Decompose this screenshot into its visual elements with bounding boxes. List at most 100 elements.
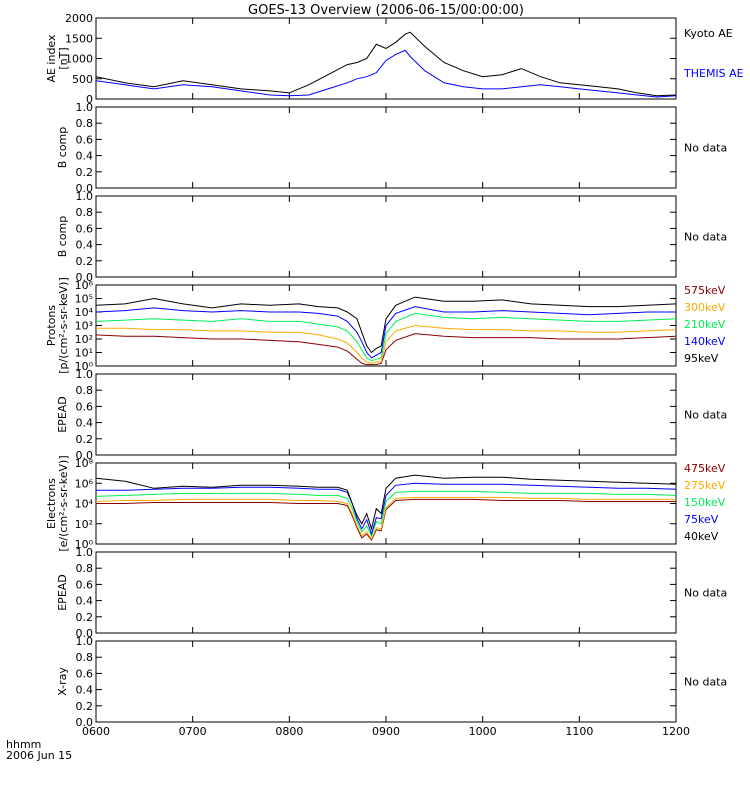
series-line (95, 333, 677, 366)
y-tick-label: 1500 (65, 32, 93, 45)
panel-electrons: 10⁰ 10² 10⁴ 10⁶ 10⁸ Electrons [e/(cm²-s-sr-keV… (45, 455, 726, 551)
legend-entry: 210keV (684, 318, 726, 331)
no-data-label: No data (684, 676, 727, 689)
y-tick-label: 1.0 (76, 190, 94, 203)
y-tick-label: 0.8 (76, 206, 94, 219)
y-tick-label: 10² (75, 518, 93, 531)
y-tick-label: 1.0 (76, 368, 94, 381)
chart-title: GOES-13 Overview (2006-06-15/00:00:00) (248, 3, 524, 18)
y-tick-label: 1.0 (76, 101, 94, 114)
legend-entry: 75keV (684, 513, 719, 526)
legend-entry: 40keV (684, 530, 719, 543)
y-tick-label: 500 (72, 73, 93, 86)
y-tick-label: 0.8 (76, 117, 94, 130)
x-tick-label: 0700 (179, 725, 207, 738)
panel-epead2: 0.0 0.2 0.4 0.6 0.8 1.0 EPEAD No data (56, 546, 727, 640)
y-tick-label: 10³ (75, 320, 93, 333)
legend-entry: 475keV (684, 462, 726, 475)
x-tick-label: 0800 (275, 725, 303, 738)
x-tick-label: 1000 (469, 725, 497, 738)
panel-frame (95, 373, 677, 456)
y-tick-label: 10⁴ (75, 498, 94, 511)
y-tick-label: 0.6 (76, 667, 94, 680)
panels-group: 0 500 1000 1500 2000 AE index [nT] Kyoto AE THEM… (45, 12, 744, 729)
y-tick-label: 0.4 (76, 684, 94, 697)
no-data-label: No data (684, 409, 727, 422)
no-data-label: No data (684, 231, 727, 244)
y-tick-label: 1000 (65, 53, 93, 66)
legend-entry: Kyoto AE (684, 27, 733, 40)
y-tick-label: 10⁴ (75, 306, 94, 319)
y-axis-label: Protons (45, 305, 58, 346)
legend-entry: 140keV (684, 335, 726, 348)
legend-entry: THEMIS AE (683, 67, 744, 80)
y-tick-label: 10⁶ (75, 477, 94, 490)
series-line (95, 474, 677, 531)
legend-entry: 575keV (684, 284, 726, 297)
y-tick-label: 0.6 (76, 400, 94, 413)
footer-hhmm: hhmm (6, 738, 41, 751)
y-tick-label: 0.2 (76, 611, 94, 624)
y-tick-label: 10⁸ (75, 457, 94, 470)
y-tick-label: 10⁶ (75, 279, 94, 292)
y-tick-label: 0 (86, 93, 93, 106)
legend-entry: 95keV (684, 352, 719, 365)
y-axis-label: X-ray (56, 667, 69, 696)
y-tick-label: 0.0 (76, 449, 94, 462)
no-data-label: No data (684, 142, 727, 155)
footer-date: 2006 Jun 15 (6, 749, 72, 762)
x-tick-label: 1100 (565, 725, 593, 738)
panel-frame (95, 640, 677, 723)
series-line (95, 296, 677, 354)
y-tick-label: 2000 (65, 12, 93, 25)
y-tick-label: 10⁵ (75, 293, 93, 306)
panel-frame (95, 551, 677, 634)
y-tick-label: 0.2 (76, 700, 94, 713)
y-tick-label: 10² (75, 333, 93, 346)
panel-frame (95, 17, 677, 100)
panel-epead1: 0.0 0.2 0.4 0.6 0.8 1.0 EPEAD No data (56, 368, 727, 462)
y-axis-label: B comp (56, 216, 69, 258)
y-tick-label: 0.0 (76, 271, 94, 284)
x-tick-label: 1200 (662, 725, 690, 738)
panel-bcomp2: 0.0 0.2 0.4 0.6 0.8 1.0 B comp No data (56, 190, 727, 284)
x-tick-label: 0900 (372, 725, 400, 738)
x-tick-label: 0600 (82, 725, 110, 738)
y-tick-label: 0.4 (76, 595, 94, 608)
y-axis-label: AE index (45, 34, 58, 83)
legend-entry: 150keV (684, 496, 726, 509)
panel-frame (95, 195, 677, 278)
legend-entry: 275keV (684, 479, 726, 492)
y-axis-label: Electrons (45, 478, 58, 529)
series-line (95, 31, 677, 97)
y-axis-label: [p/(cm²-s-sr-keV)] (57, 277, 70, 374)
x-axis: 0600 0700 0800 0900 1000 1100 1200 (82, 725, 690, 738)
legend-entry: 300keV (684, 301, 726, 314)
series-line (96, 498, 676, 541)
y-tick-label: 1.0 (76, 635, 94, 648)
y-axis-label: EPEAD (56, 396, 69, 433)
series-line (95, 496, 676, 540)
y-axis-label: EPEAD (56, 574, 69, 611)
y-tick-label: 0.8 (76, 651, 94, 664)
y-tick-label: 0.6 (76, 578, 94, 591)
y-tick-label: 0.2 (76, 166, 94, 179)
panel-bcomp1: 0.0 0.2 0.4 0.6 0.8 1.0 B comp No data (56, 101, 727, 195)
panel-ae: 0 500 1000 1500 2000 AE index [nT] Kyoto AE THEM… (45, 12, 744, 106)
series-line (95, 306, 676, 359)
y-tick-label: 0.2 (76, 433, 94, 446)
series-line (95, 49, 677, 98)
y-axis-label: [nT] (57, 47, 70, 69)
series-line (96, 324, 677, 364)
y-tick-label: 10⁰ (75, 360, 94, 373)
y-tick-label: 0.4 (76, 417, 94, 430)
y-tick-label: 0.2 (76, 255, 94, 268)
y-tick-label: 10¹ (75, 347, 93, 360)
y-tick-label: 0.0 (76, 627, 94, 640)
y-tick-label: 0.8 (76, 562, 94, 575)
y-tick-label: 0.6 (76, 222, 94, 235)
series-line (95, 312, 677, 362)
